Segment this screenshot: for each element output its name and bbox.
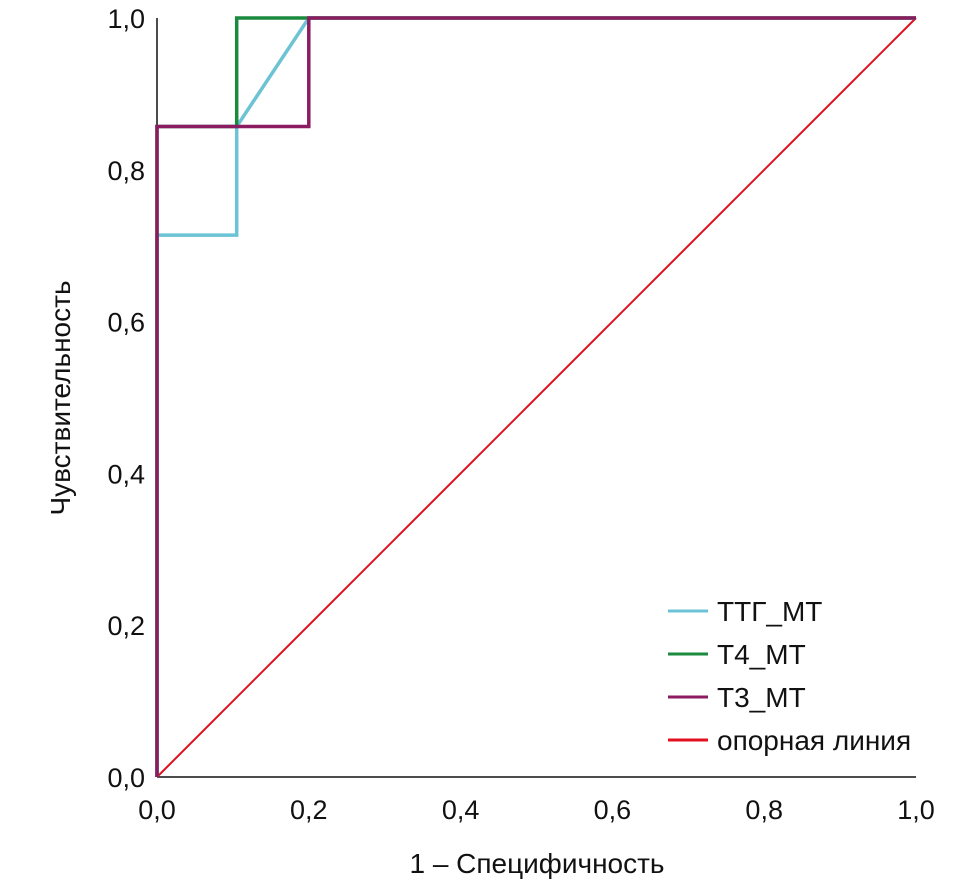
series-layer xyxy=(155,16,917,778)
legend-label: ТТГ_МТ xyxy=(717,596,822,627)
axes: 0,0 0,2 0,4 0,6 0,8 1,0 0,0 0,2 0,4 0,6 0,8 1,0 xyxy=(107,4,934,825)
x-tick-label: 0,8 xyxy=(745,795,783,825)
y-tick-label: 0,4 xyxy=(107,459,145,489)
y-tick-label: 0,0 xyxy=(107,763,145,793)
x-tick-label: 0,6 xyxy=(594,795,632,825)
y-tick-label: 0,2 xyxy=(107,611,145,641)
legend-label: опорная линия xyxy=(717,725,911,756)
legend: ТТГ_МТ Т4_МТ Т3_МТ опорная линия xyxy=(668,596,911,756)
x-tick-label: 0,4 xyxy=(442,795,480,825)
series-line xyxy=(155,16,916,777)
x-tick-label: 0,2 xyxy=(290,795,328,825)
y-tick-label: 0,6 xyxy=(107,308,145,338)
y-axis-label: Чувствительность xyxy=(45,280,76,515)
y-tick-label: 1,0 xyxy=(107,4,145,34)
legend-label: Т3_МТ xyxy=(717,682,806,713)
series-line xyxy=(156,17,917,778)
y-tick-label: 0,8 xyxy=(107,156,145,186)
x-tick-label: 0,0 xyxy=(138,795,176,825)
x-axis-label: 1 – Специфичность xyxy=(409,848,664,879)
legend-label: Т4_МТ xyxy=(717,639,806,670)
x-tick-label: 1,0 xyxy=(897,795,935,825)
